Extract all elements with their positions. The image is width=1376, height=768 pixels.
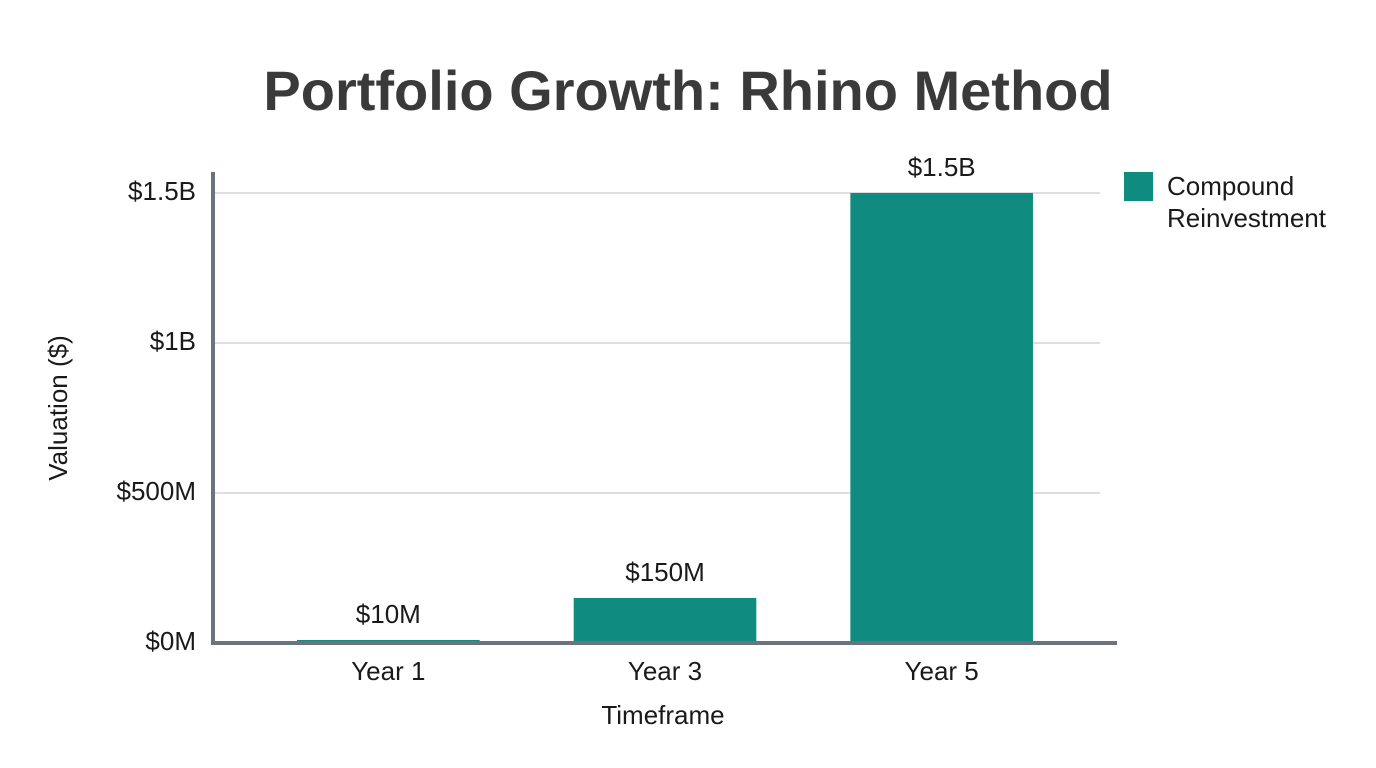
data-label: $10M [356,599,421,629]
bar [850,193,1033,643]
x-tick-label: Year 1 [351,656,425,686]
y-axis-label: Valuation ($) [43,335,73,481]
y-tick-label: $0M [145,626,196,656]
y-tick-label: $500M [117,476,197,506]
x-axis-label: Timeframe [601,700,724,730]
legend: Compound Reinvestment [1124,171,1357,234]
legend-label: Compound Reinvestment [1167,171,1326,233]
y-tick-label: $1B [150,326,196,356]
x-tick-label: Year 5 [905,656,979,686]
data-label: $150M [625,557,705,587]
data-label: $1.5B [908,152,976,182]
x-tick-label: Year 3 [628,656,702,686]
bar [573,598,757,643]
legend-swatch [1124,172,1153,201]
y-tick-label: $1.5B [128,176,196,206]
chart-title: Portfolio Growth: Rhino Method [263,59,1112,122]
